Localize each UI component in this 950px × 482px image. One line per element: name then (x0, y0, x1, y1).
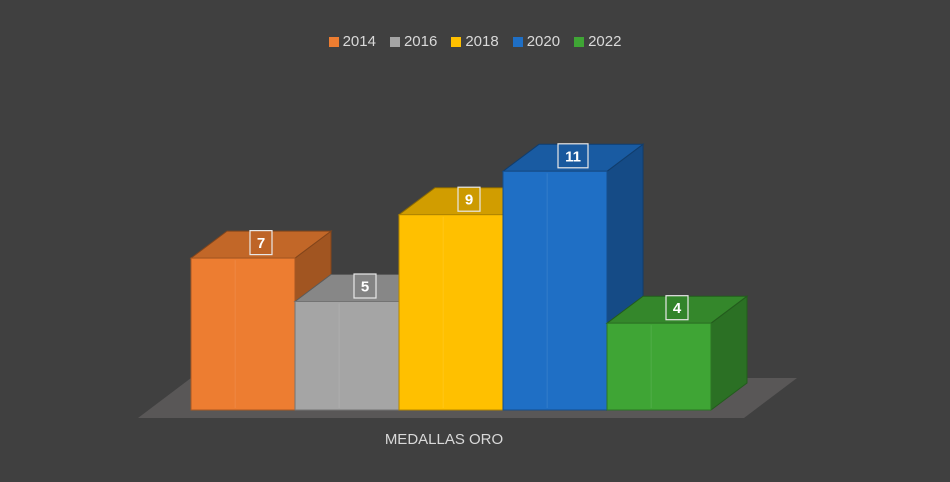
chart-legend: 2014 2016 2018 2020 2022 (0, 33, 950, 50)
data-label-2014: 7 (249, 230, 273, 256)
legend-swatch (512, 36, 523, 47)
data-label-text: 5 (361, 279, 369, 296)
bar-front-face (398, 214, 504, 411)
data-label-text: 4 (673, 300, 682, 317)
legend-item-2018: 2018 (451, 33, 499, 50)
bar-front-face (502, 170, 608, 411)
data-label-2020: 11 (557, 143, 589, 169)
legend-swatch (389, 36, 400, 47)
data-label-box (457, 186, 481, 212)
data-label-box (249, 230, 273, 256)
bars-group (189, 143, 749, 411)
data-label-box (353, 273, 377, 299)
data-label-2018: 9 (457, 186, 481, 212)
data-label-2016: 5 (353, 273, 377, 299)
legend-item-2016: 2016 (389, 33, 438, 50)
legend-label: 2018 (465, 33, 499, 50)
data-label-text: 9 (465, 192, 473, 209)
bar-highlight (546, 173, 548, 408)
legend-label: 2022 (588, 33, 622, 50)
bar-highlight (234, 260, 236, 408)
data-label-box (665, 295, 689, 321)
bar-front-face (294, 301, 400, 411)
legend-item-2014: 2014 (328, 33, 376, 50)
category-axis-label: MEDALLAS ORO (384, 431, 504, 448)
legend-label: 2014 (342, 33, 376, 50)
bar-front-face (606, 322, 712, 411)
data-label-text: 7 (257, 235, 265, 252)
bar-2022 (605, 295, 749, 411)
legend-label: 2020 (526, 33, 561, 50)
legend-swatch (451, 36, 462, 47)
bar-highlight (338, 303, 340, 408)
legend-swatch (328, 36, 339, 47)
data-label-text: 11 (565, 148, 581, 165)
legend-swatch (574, 36, 585, 47)
data-label-2022: 4 (665, 295, 689, 321)
legend-item-2020: 2020 (512, 33, 561, 50)
legend-item-2022: 2022 (574, 33, 621, 50)
bar-front-face (190, 257, 296, 411)
bar-highlight (442, 216, 444, 408)
legend-label: 2016 (403, 33, 438, 50)
bar-highlight (650, 325, 652, 408)
data-label-box (557, 143, 589, 169)
